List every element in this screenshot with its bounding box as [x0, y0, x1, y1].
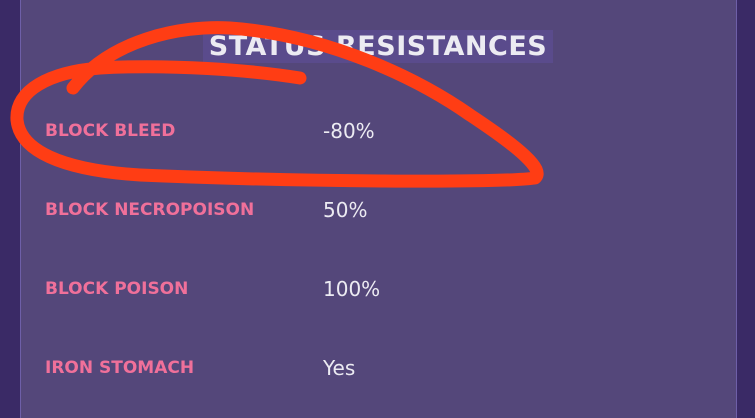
stat-label: BLOCK NECROPOISON	[45, 200, 255, 220]
stat-value: 50%	[323, 198, 368, 222]
status-resistances-panel: STATUS RESISTANCES BLOCK BLEED -80% BLOC…	[20, 0, 737, 418]
stat-value: 100%	[323, 277, 381, 301]
stat-label: BLOCK POISON	[45, 279, 189, 299]
stat-label: BLOCK BLEED	[45, 121, 176, 141]
panel-title: STATUS RESISTANCES	[203, 30, 553, 63]
stat-value: -80%	[323, 119, 375, 143]
stat-row: BLOCK BLEED -80%	[45, 116, 725, 146]
stat-row: IRON STOMACH Yes	[45, 353, 725, 383]
stat-value: Yes	[323, 356, 356, 380]
stat-label: IRON STOMACH	[45, 358, 195, 378]
stat-row: BLOCK POISON 100%	[45, 274, 725, 304]
stat-row: BLOCK NECROPOISON 50%	[45, 195, 725, 225]
